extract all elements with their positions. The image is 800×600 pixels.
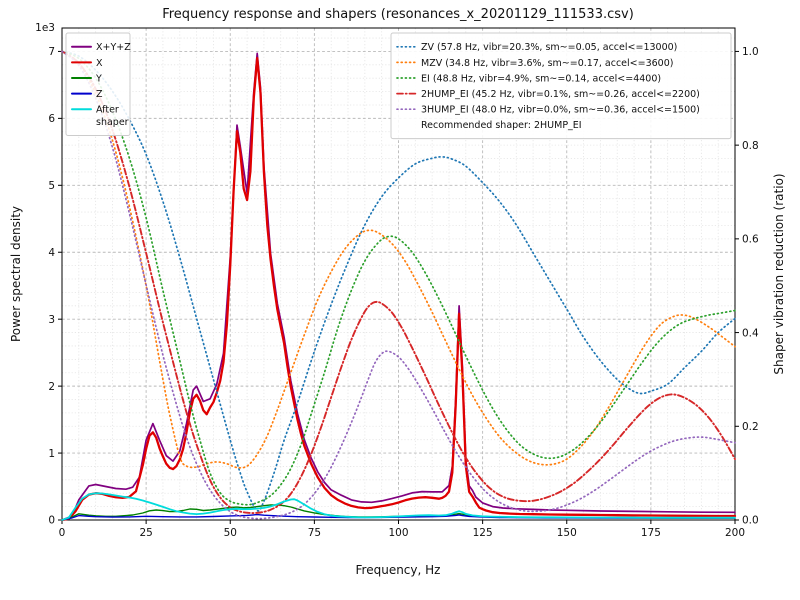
legend-psd-label: Z — [96, 89, 103, 100]
y-right-tick-label: 0.4 — [742, 327, 759, 339]
legend-psd-label: X — [96, 58, 103, 69]
y-right-tick-label: 0.6 — [742, 234, 759, 246]
legend-psd-label: After — [96, 105, 119, 116]
chart-title: Frequency response and shapers (resonanc… — [162, 7, 634, 22]
plot-layer: 0 25 50 75 100 125 150 175 200 0 1 2 3 4 5 6 7 0.0 0.2 0.4 0… — [48, 27, 759, 539]
series-x-y-z — [61, 52, 736, 521]
y-right-axis-label: Shaper vibration reduction (ratio) — [772, 173, 786, 374]
x-axis-label: Frequency, Hz — [356, 563, 441, 577]
y-left-tick-label: 2 — [48, 381, 55, 393]
legend-shapers-label: 3HUMP_EI (48.0 Hz, vibr=0.0%, sm~=0.36, … — [421, 105, 700, 116]
axes: 0 25 50 75 100 125 150 175 200 0 1 2 3 4 5 6 7 0.0 0.2 0.4 0… — [48, 27, 759, 539]
legend-shapers-label: ZV (57.8 Hz, vibr=20.3%, sm~=0.05, accel… — [421, 42, 677, 53]
y-left-tick-label: 6 — [48, 113, 55, 125]
y-left-tick-label: 4 — [48, 247, 55, 259]
series — [60, 50, 737, 522]
legend-shapers: ZV (57.8 Hz, vibr=20.3%, sm~=0.05, accel… — [390, 32, 732, 140]
series-after-shaper — [61, 492, 736, 521]
y-left-tick-label: 0 — [48, 515, 55, 527]
y-right-tick-label: 0.2 — [742, 421, 759, 433]
series-2hump-ei — [61, 50, 736, 514]
y-left-tick-label: 5 — [48, 180, 55, 192]
x-tick-label: 175 — [641, 527, 661, 539]
y-right-tick-label: 0.0 — [742, 515, 759, 527]
legend-shapers-box — [390, 32, 732, 140]
x-tick-label: 25 — [139, 527, 152, 539]
grid — [61, 28, 736, 521]
x-tick-label: 0 — [59, 527, 66, 539]
legend-shapers-label: EI (48.8 Hz, vibr=4.9%, sm~=0.14, accel<… — [421, 73, 661, 84]
y-left-tick-label: 7 — [48, 46, 55, 58]
legend-psd-label: Y — [95, 73, 102, 84]
legend-shapers-label: 2HUMP_EI (45.2 Hz, vibr=0.1%, sm~=0.26, … — [421, 89, 700, 100]
y-left-offset-text: 1e3 — [35, 22, 55, 34]
y-left-tick-label: 1 — [48, 448, 55, 460]
plot-frame — [61, 27, 736, 521]
legend-shapers-label: Recommended shaper: 2HUMP_EI — [421, 120, 582, 131]
legend-psd-label: shaper — [96, 117, 129, 128]
series-ei — [61, 50, 736, 506]
x-tick-label: 200 — [725, 527, 745, 539]
x-tick-label: 100 — [388, 527, 408, 539]
series-x — [60, 56, 737, 522]
legend-shapers-label: MZV (34.8 Hz, vibr=3.6%, sm~=0.17, accel… — [421, 58, 673, 69]
y-left-axis-label: Power spectral density — [9, 206, 23, 342]
series-3hump-ei — [61, 50, 736, 520]
x-tick-label: 150 — [557, 527, 577, 539]
legend-psd-label: X+Y+Z — [96, 42, 131, 53]
y-left-tick-label: 3 — [48, 314, 55, 326]
y-right-tick-label: 1.0 — [742, 46, 759, 58]
x-tick-label: 75 — [308, 527, 321, 539]
x-tick-label: 125 — [473, 527, 493, 539]
series-zv — [61, 50, 736, 512]
y-right-tick-label: 0.8 — [742, 140, 759, 152]
x-tick-label: 50 — [224, 527, 237, 539]
